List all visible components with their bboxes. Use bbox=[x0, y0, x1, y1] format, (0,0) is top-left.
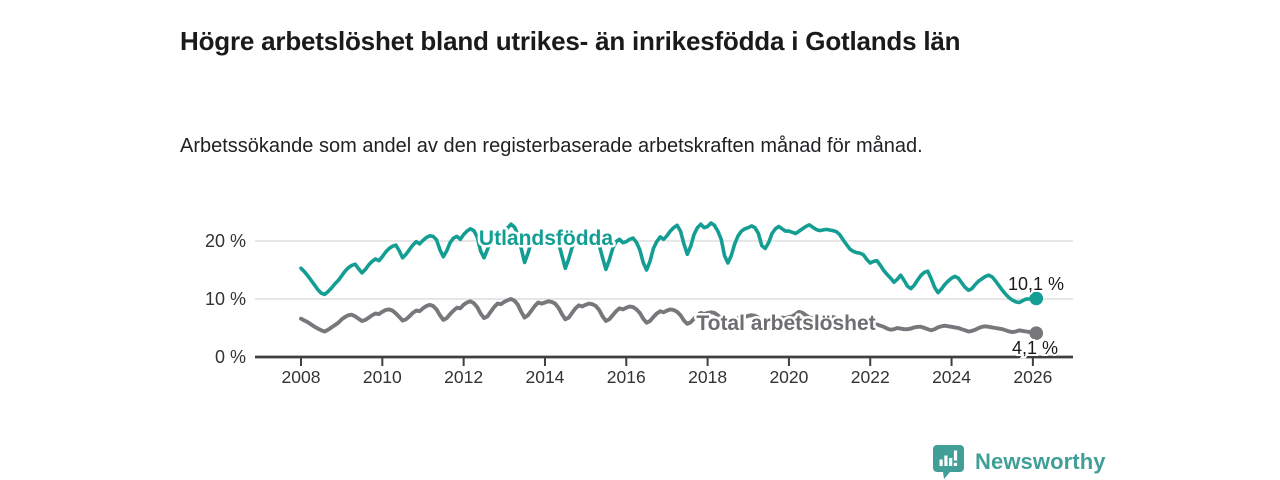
total-end-dot bbox=[1029, 326, 1044, 341]
total-line bbox=[299, 297, 1039, 336]
x-axis-label: 2026 bbox=[1013, 367, 1052, 387]
end-value-label: 10,1 % bbox=[1008, 274, 1064, 294]
x-axis-label: 2008 bbox=[282, 367, 321, 387]
y-axis-label: 0 % bbox=[215, 347, 246, 367]
y-axis-label: 10 % bbox=[205, 289, 246, 309]
newsworthy-wordmark: Newsworthy bbox=[975, 449, 1106, 474]
series-label: Total arbetslöshet bbox=[696, 312, 875, 335]
x-axis-label: 2022 bbox=[851, 367, 890, 387]
line-chart: 2008 2010 2012 2014 2016 2018 2020 2022 2024 2026… bbox=[205, 221, 1073, 387]
series-label: Utlandsfödda bbox=[479, 227, 613, 250]
x-axis-label: 2018 bbox=[688, 367, 727, 387]
newsworthy-logo[interactable]: Newsworthy bbox=[932, 444, 1106, 480]
x-axis-label: 2020 bbox=[769, 367, 808, 387]
x-axis-label: 2010 bbox=[363, 367, 402, 387]
chart-title: Högre arbetslöshet bland utrikes- än inr… bbox=[180, 26, 961, 57]
x-axis-label: 2024 bbox=[932, 367, 971, 387]
x-axis-label: 2014 bbox=[525, 367, 564, 387]
utlandsfodda-line bbox=[299, 221, 1039, 305]
end-value-label: 4,1 % bbox=[1012, 338, 1058, 358]
y-axis-label: 20 % bbox=[205, 231, 246, 251]
x-axis-label: 2016 bbox=[607, 367, 646, 387]
utlandsfodda-end-dot bbox=[1029, 291, 1044, 306]
x-axis-label: 2012 bbox=[444, 367, 483, 387]
chart-subtitle: Arbetssökande som andel av den registerb… bbox=[180, 135, 923, 157]
newsworthy-icon bbox=[933, 445, 964, 479]
